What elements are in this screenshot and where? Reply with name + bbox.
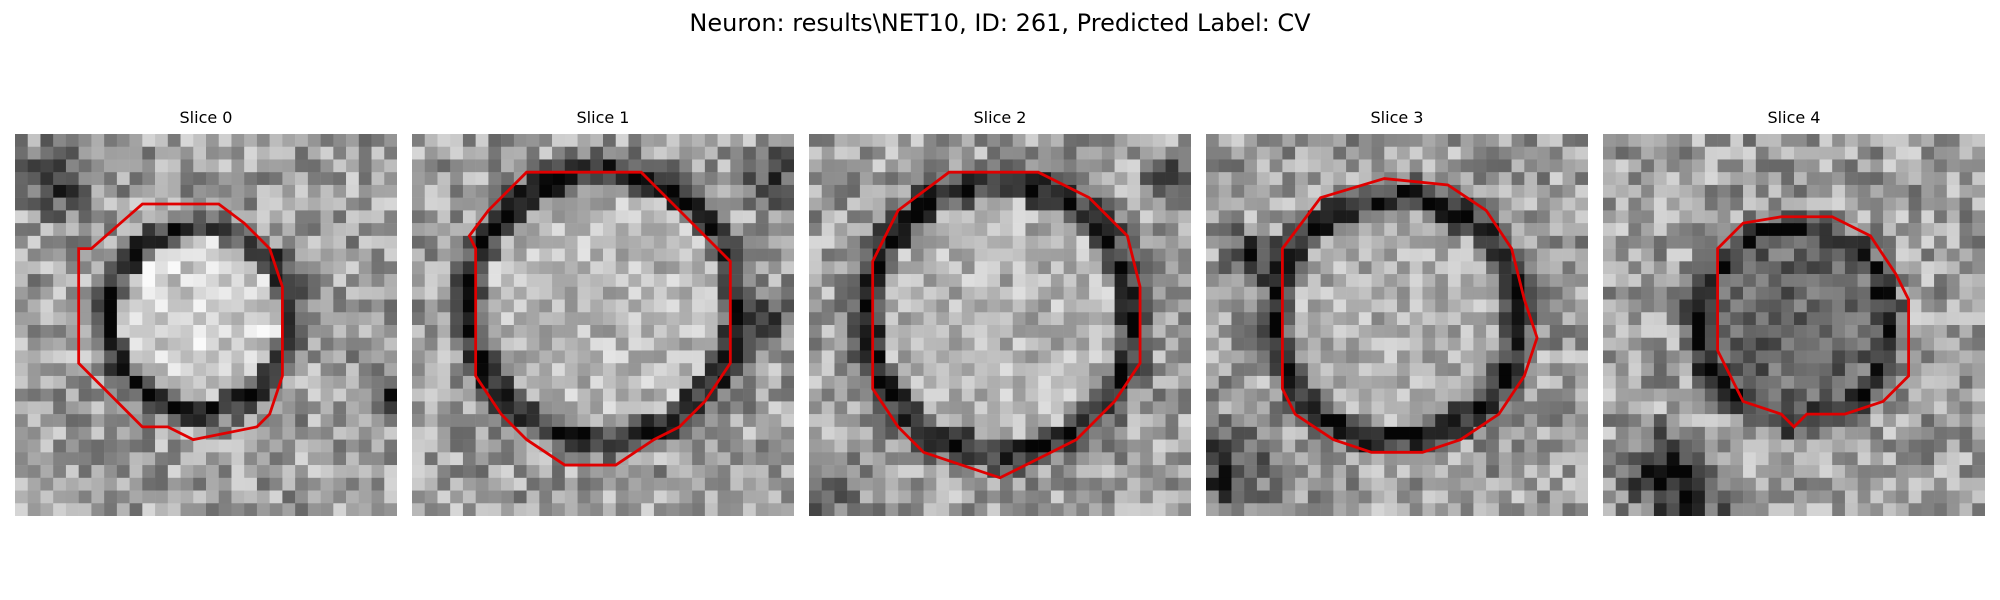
slice-title: Slice 3 (1370, 108, 1424, 127)
figure-title: Neuron: results\NET10, ID: 261, Predicte… (689, 9, 1311, 37)
cell-outline (1716, 215, 1911, 429)
slice-image (412, 134, 794, 516)
slice-image (1206, 134, 1588, 516)
slice-panel-2: Slice 2 (809, 108, 1191, 516)
cell-outline (1280, 177, 1539, 454)
slice-image (1603, 134, 1985, 516)
cell-outline (871, 170, 1142, 480)
slice-image (809, 134, 1191, 516)
cell-outline (467, 170, 732, 467)
cell-outline (77, 202, 284, 442)
slice-title: Slice 1 (576, 108, 630, 127)
slice-panel-1: Slice 1 (412, 108, 794, 516)
slice-panel-4: Slice 4 (1603, 108, 1985, 516)
slice-title: Slice 2 (973, 108, 1027, 127)
slice-image (15, 134, 397, 516)
slice-panel-3: Slice 3 (1206, 108, 1588, 516)
slice-title: Slice 4 (1767, 108, 1821, 127)
slice-title: Slice 0 (179, 108, 233, 127)
slice-panel-0: Slice 0 (15, 108, 397, 516)
